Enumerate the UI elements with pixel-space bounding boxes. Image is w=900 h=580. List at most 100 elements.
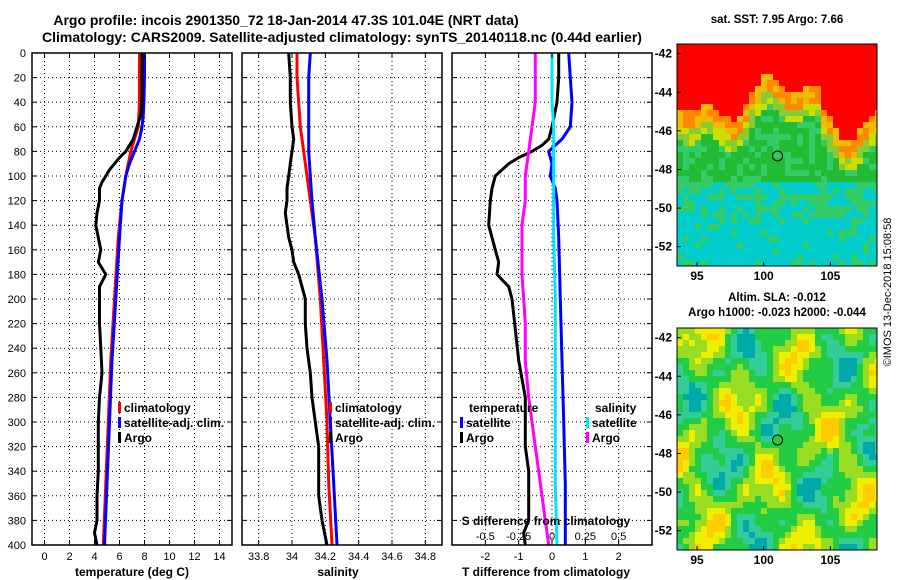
series-line-temperature-argo [487,53,561,545]
map-cell [695,110,701,116]
map-cell [839,406,845,412]
map-cell [839,158,845,164]
legend-argo-swatch [118,432,121,443]
map-cell [731,526,737,532]
map-cell [677,454,683,460]
map-cell [767,346,773,352]
map-cell [707,514,713,520]
map-cell [737,490,743,496]
map-cell [701,206,707,212]
map-cell [743,466,749,472]
map-cell [719,248,725,254]
map-cell [869,236,875,242]
map-cell [731,116,737,122]
map-cell [785,364,791,370]
y-tick-label: 260 [8,368,26,380]
map-cell [761,328,767,334]
map-cell [701,80,707,86]
map-cell [713,406,719,412]
x-tick-label: 34.6 [381,551,402,563]
map-cell [869,182,875,188]
map-cell [701,538,707,544]
map-cell [779,454,785,460]
map-cell [839,152,845,158]
map-cell [797,50,803,56]
map-cell [701,358,707,364]
map-cell [743,418,749,424]
map-cell [857,406,863,412]
map-cell [695,496,701,502]
map-cell [863,188,869,194]
map-cell [827,538,833,544]
map-cell [761,146,767,152]
map-cell [725,56,731,62]
map-cell [755,200,761,206]
map-cell [803,56,809,62]
map-cell [713,358,719,364]
map-cell [677,376,683,382]
map-cell [725,538,731,544]
map-cell [767,508,773,514]
map-cell [737,86,743,92]
map-cell [725,188,731,194]
map-cell [839,394,845,400]
map-cell [779,538,785,544]
map-cell [851,520,857,526]
map-cell [731,496,737,502]
map-cell [779,364,785,370]
map-cell [707,206,713,212]
map-cell [875,484,877,490]
map-cell [761,466,767,472]
map-cell [713,230,719,236]
map-cell [737,352,743,358]
map-cell [833,218,839,224]
map-cell [791,242,797,248]
map-cell [863,236,869,242]
map-cell [767,116,773,122]
map-cell [791,340,797,346]
map-cell [737,538,743,544]
map-cell [749,182,755,188]
x-tick-label: 34.2 [315,551,336,563]
x-axis-label: T difference from climatology [462,565,630,579]
map-cell [791,164,797,170]
map-cell [677,502,683,508]
map-cell [845,466,851,472]
map-cell [755,68,761,74]
map-cell [689,532,695,538]
map-cell [719,122,725,128]
map-cell [701,188,707,194]
map-cell [815,520,821,526]
map-cell [767,514,773,520]
map-cell [725,248,731,254]
map-cell [695,62,701,68]
map-cell [809,182,815,188]
map-cell [677,406,683,412]
map-cell [851,146,857,152]
map-cell [797,74,803,80]
map-cell [791,224,797,230]
map-cell [839,62,845,68]
map-cell [707,110,713,116]
map-cell [779,218,785,224]
map-cell [803,236,809,242]
map-cell [743,382,749,388]
map-cell [797,128,803,134]
map-cell [725,242,731,248]
map-cell [689,538,695,544]
map-cell [767,370,773,376]
map-cell [821,340,827,346]
map-cell [779,346,785,352]
map-cell [761,436,767,442]
map-cell [863,158,869,164]
map-cell [713,212,719,218]
map-cell [815,116,821,122]
map-cell [767,242,773,248]
map-cell [731,520,737,526]
map-cell [797,176,803,182]
map-cell [797,358,803,364]
map-cell [803,146,809,152]
legend-t-satellite-swatch [460,417,463,428]
map-cell [689,260,695,266]
